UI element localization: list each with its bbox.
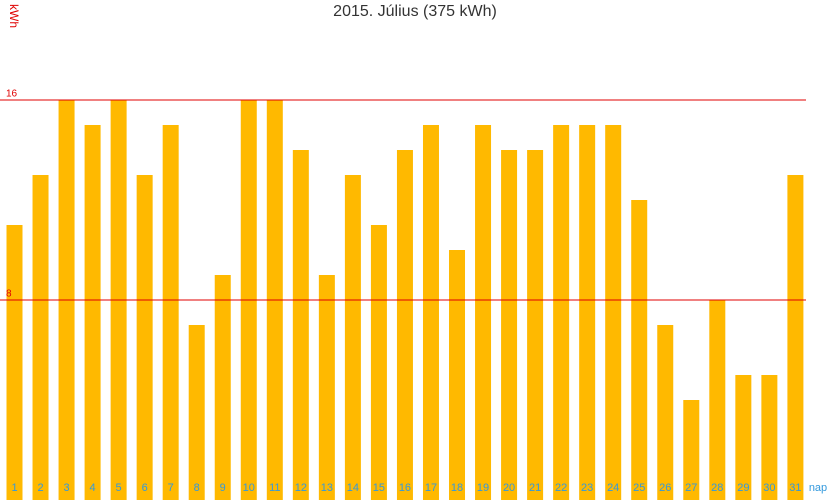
bar	[735, 375, 752, 500]
chart-title: 2015. Július (375 kWh)	[333, 3, 497, 20]
bar	[292, 150, 309, 500]
x-tick-label: 23	[581, 482, 593, 494]
bar	[579, 125, 596, 500]
x-tick-label: 14	[347, 482, 359, 494]
y-tick-label: 8	[6, 289, 12, 300]
x-tick-label: 15	[373, 482, 385, 494]
x-tick-label: 5	[116, 482, 122, 494]
x-tick-label: 20	[503, 482, 515, 494]
x-axis-label: nap	[809, 482, 827, 494]
x-tick-label: 21	[529, 482, 541, 494]
bar	[396, 150, 413, 500]
x-tick-label: 18	[451, 482, 463, 494]
bar	[422, 125, 439, 500]
x-tick-label: 9	[220, 482, 226, 494]
x-tick-label: 16	[399, 482, 411, 494]
x-tick-label: 10	[243, 482, 255, 494]
x-tick-label: 25	[633, 482, 645, 494]
x-tick-label: 2	[37, 482, 43, 494]
x-tick-label: 8	[194, 482, 200, 494]
y-tick-label: 16	[6, 89, 18, 100]
x-tick-label: 13	[321, 482, 333, 494]
bar	[318, 275, 335, 500]
x-tick-label: 26	[659, 482, 671, 494]
x-tick-label: 22	[555, 482, 567, 494]
x-tick-label: 27	[685, 482, 697, 494]
bar	[475, 125, 492, 500]
bar	[527, 150, 544, 500]
x-tick-label: 4	[90, 482, 96, 494]
x-tick-label: 7	[168, 482, 174, 494]
x-tick-label: 17	[425, 482, 437, 494]
y-axis-label: kWh	[7, 4, 21, 28]
x-tick-label: 31	[789, 482, 801, 494]
bar	[449, 250, 466, 500]
x-tick-label: 3	[63, 482, 69, 494]
x-tick-label: 19	[477, 482, 489, 494]
bar	[631, 200, 648, 500]
bar	[709, 300, 726, 500]
bar	[657, 325, 674, 500]
bar	[136, 175, 153, 500]
bar	[162, 125, 179, 500]
bar	[84, 125, 101, 500]
bar	[787, 175, 804, 500]
x-tick-label: 28	[711, 482, 723, 494]
bar	[6, 225, 23, 500]
x-tick-label: 24	[607, 482, 619, 494]
bar	[501, 150, 518, 500]
x-tick-label: 6	[142, 482, 148, 494]
bar	[605, 125, 622, 500]
bar	[370, 225, 387, 500]
bar	[553, 125, 570, 500]
x-tick-label: 29	[737, 482, 749, 494]
bar	[188, 325, 205, 500]
bar	[214, 275, 231, 500]
x-tick-label: 30	[763, 482, 775, 494]
x-tick-label: 12	[295, 482, 307, 494]
bar	[683, 400, 700, 500]
x-tick-label: 11	[269, 482, 280, 494]
x-tick-label: 1	[11, 482, 17, 494]
bar	[344, 175, 361, 500]
bar	[761, 375, 778, 500]
bar	[32, 175, 49, 500]
